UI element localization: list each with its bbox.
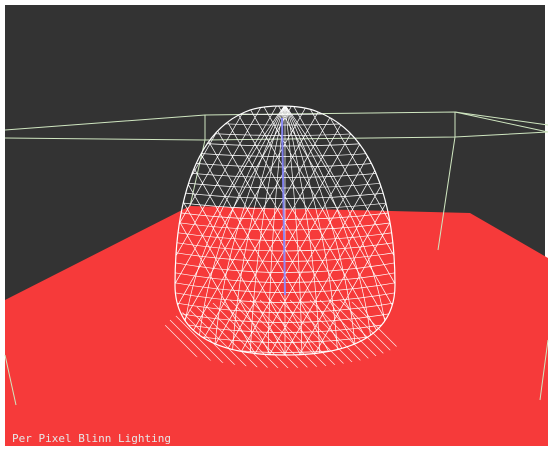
- floor-plane: [5, 206, 548, 446]
- center-axis: [281, 117, 286, 296]
- bounding-box: [4, 111, 549, 406]
- lighting-mode-label: Per Pixel Blinn Lighting: [12, 432, 171, 445]
